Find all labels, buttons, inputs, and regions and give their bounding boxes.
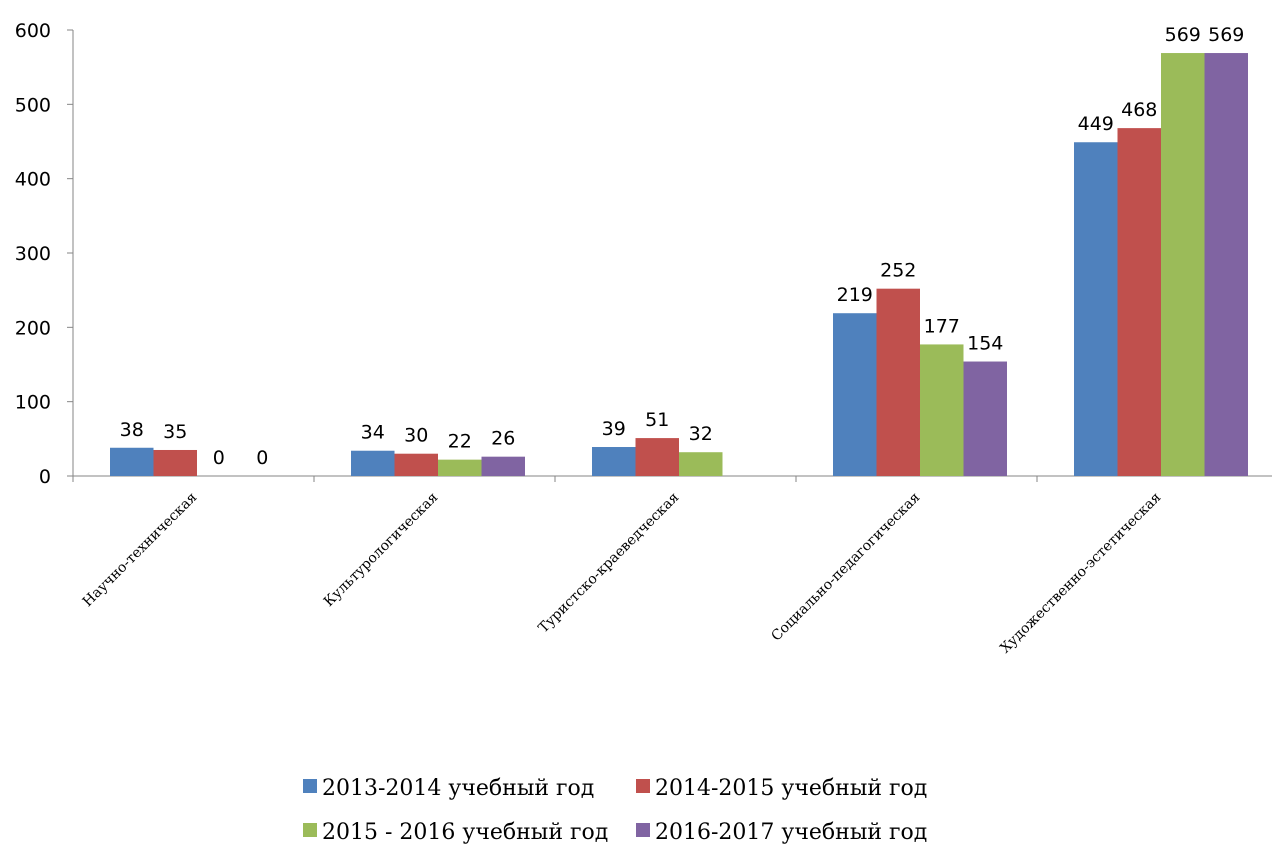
legend-swatch (303, 779, 317, 793)
category-label: Культурологическая (321, 489, 442, 610)
data-label: 39 (602, 418, 626, 440)
bar (592, 447, 636, 476)
bar (963, 361, 1007, 476)
data-label: 219 (837, 284, 873, 306)
bar (920, 344, 964, 476)
y-tick-label: 100 (15, 392, 51, 414)
category-label: Научно-техническая (80, 489, 201, 610)
data-label: 35 (163, 421, 187, 443)
data-label: 177 (924, 315, 960, 337)
data-label: 468 (1121, 99, 1157, 121)
data-label: 30 (404, 425, 428, 447)
legend-swatch (303, 823, 317, 837)
legend-entry: 2016-2017 учебный год (655, 820, 927, 845)
y-tick-label: 400 (15, 169, 51, 191)
data-label: 252 (880, 260, 916, 282)
category-label: Художественно-эстетическая (997, 489, 1164, 656)
bar (1117, 128, 1161, 476)
legend-swatch (636, 823, 650, 837)
data-label: 449 (1078, 113, 1114, 135)
y-tick-label: 200 (15, 317, 51, 339)
bar (1161, 53, 1205, 476)
bar (394, 453, 438, 476)
data-label: 22 (448, 431, 472, 453)
bar (110, 447, 154, 476)
data-label: 51 (645, 409, 669, 431)
data-label: 26 (491, 428, 515, 450)
bar (351, 450, 395, 476)
bar (1074, 142, 1118, 476)
legend-swatch (636, 779, 650, 793)
y-tick-label: 0 (39, 466, 51, 488)
y-tick-label: 300 (15, 243, 51, 265)
data-label: 569 (1208, 24, 1244, 46)
data-label: 0 (213, 447, 225, 469)
legend-entry: 2014-2015 учебный год (655, 776, 927, 801)
bar (876, 288, 920, 476)
bar (833, 313, 877, 476)
bar (481, 456, 525, 476)
data-label: 34 (361, 422, 385, 444)
data-label: 0 (256, 447, 268, 469)
data-label: 32 (689, 423, 713, 445)
bar (1204, 53, 1248, 476)
legend-entry: 2015 - 2016 учебный год (322, 820, 608, 845)
y-tick-label: 600 (15, 20, 51, 42)
data-label: 38 (120, 419, 144, 441)
category-label: Социально-педагогическая (768, 489, 923, 644)
bar (635, 438, 679, 476)
bar (679, 452, 723, 476)
legend-entry: 2013-2014 учебный год (322, 776, 594, 801)
bar (438, 459, 482, 476)
data-label: 154 (967, 333, 1003, 355)
data-label: 569 (1165, 24, 1201, 46)
bar (153, 449, 197, 476)
category-label: Туристско-краеведческая (535, 489, 682, 636)
y-tick-label: 500 (15, 94, 51, 116)
